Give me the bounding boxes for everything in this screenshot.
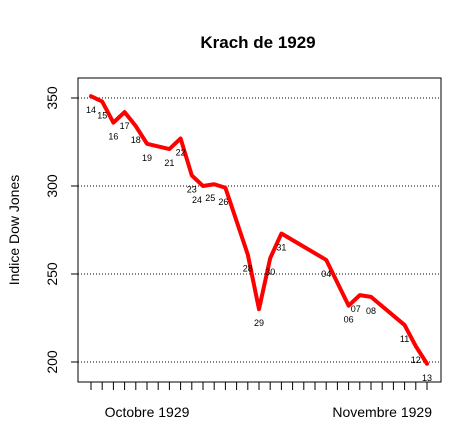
point-label-16: 16 <box>108 132 118 142</box>
point-label-30: 30 <box>265 267 275 277</box>
y-tick-label-300: 300 <box>44 174 60 198</box>
point-label-11: 11 <box>400 334 409 344</box>
point-label-04: 04 <box>321 269 331 279</box>
point-label-23: 23 <box>187 184 197 194</box>
point-label-26: 26 <box>218 197 228 207</box>
y-tick-label-200: 200 <box>44 350 60 374</box>
point-label-31: 31 <box>276 243 286 253</box>
point-label-24: 24 <box>192 195 202 205</box>
point-label-28: 28 <box>243 264 253 274</box>
point-label-14: 14 <box>86 105 96 115</box>
point-label-25: 25 <box>205 193 215 203</box>
point-label-29: 29 <box>254 318 264 328</box>
x-tick-label-month: Novembre 1929 <box>332 404 432 420</box>
point-label-06: 06 <box>344 315 354 325</box>
point-label-22: 22 <box>176 148 186 158</box>
point-label-08: 08 <box>366 306 376 316</box>
y-tick-label-250: 250 <box>44 262 60 286</box>
y-axis-label: Indice Dow Jones <box>6 175 22 286</box>
point-label-15: 15 <box>97 111 107 121</box>
y-tick-label-350: 350 <box>44 86 60 110</box>
x-tick-label-month: Octobre 1929 <box>105 404 190 420</box>
point-label-07: 07 <box>351 304 361 314</box>
point-label-17: 17 <box>120 121 130 131</box>
series-line <box>89 94 429 366</box>
point-label-13: 13 <box>422 373 432 383</box>
y-axis: 200 250 300 350 <box>44 86 78 374</box>
gridlines <box>78 97 441 363</box>
point-label-18: 18 <box>131 135 141 145</box>
data-line <box>89 94 429 366</box>
chart-title: Krach de 1929 <box>200 33 315 52</box>
point-label-19: 19 <box>142 153 152 163</box>
point-label-12: 12 <box>411 355 421 365</box>
x-axis: Octobre 1929 Novembre 1929 <box>90 382 432 420</box>
point-label-21: 21 <box>164 158 174 168</box>
